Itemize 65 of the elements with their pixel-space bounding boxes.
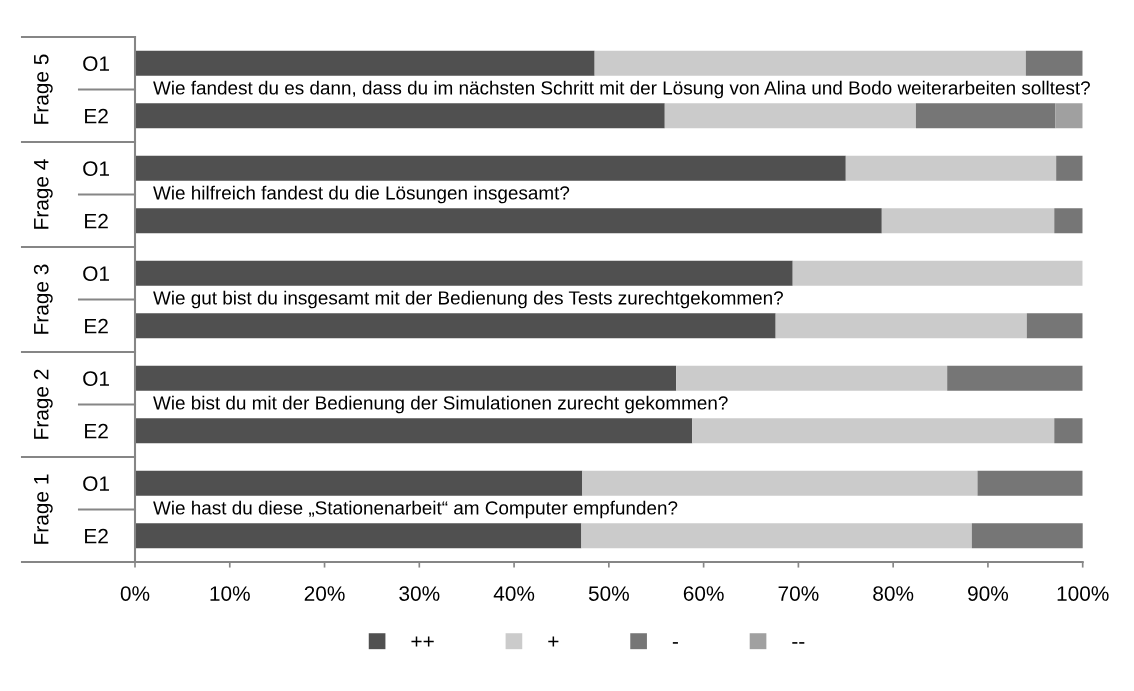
- legend-label: --: [792, 642, 805, 644]
- y-tick-label: E2: [85, 318, 108, 334]
- bar: [582, 470, 978, 496]
- x-tick-label: 40%: [493, 586, 535, 601]
- bar: [135, 523, 582, 549]
- x-tick-label: 60%: [683, 586, 724, 601]
- y-tick-label: E2: [85, 528, 108, 544]
- x-tick-label: 0%: [120, 586, 150, 601]
- bar: [1054, 418, 1083, 444]
- text: Frage 5: [34, 54, 53, 124]
- x-tick-label: 50%: [588, 586, 629, 601]
- y-tick-label: E2: [85, 423, 108, 439]
- bar: [135, 418, 693, 444]
- legend-label: +: [548, 636, 559, 647]
- annotation: Wie gut bist du insgesamt mit der Bedienung des Tests zurechtgekommen?: [153, 290, 783, 309]
- bar: [977, 470, 1083, 496]
- y-tick-label: E2: [85, 108, 108, 124]
- bar: [135, 155, 846, 181]
- bar: [1055, 103, 1083, 129]
- legend-label: -: [672, 642, 678, 644]
- bar: [947, 365, 1083, 391]
- x-tick-label: 70%: [778, 586, 819, 601]
- annotation: Wie hilfreich fandest du die Lösungen insgesamt?: [153, 185, 570, 204]
- y-tick-label: O1: [83, 161, 109, 176]
- annotation: Wie bist du mit der Bedienung der Simulationen zurecht gekommen?: [153, 395, 728, 414]
- text: Frage 1: [34, 474, 53, 544]
- bar: [845, 155, 1057, 181]
- bar: [1054, 208, 1083, 234]
- text: Frage 3: [33, 264, 53, 334]
- bar: [1056, 155, 1083, 181]
- x-tick-label: 90%: [968, 586, 1009, 601]
- bar: [692, 418, 1055, 444]
- y-tick-label: O1: [83, 371, 109, 386]
- bar: [581, 523, 972, 549]
- legend-label: ++: [411, 636, 434, 647]
- y-tick-label: O1: [83, 476, 109, 491]
- bar: [135, 208, 882, 234]
- bar: [135, 260, 793, 286]
- bar: [915, 103, 1056, 129]
- x-tick-label: 80%: [873, 586, 914, 601]
- bar: [135, 470, 583, 496]
- bar: [775, 313, 1027, 339]
- x-tick-label: 10%: [210, 586, 250, 601]
- x-tick-label: 20%: [304, 586, 345, 601]
- annotation: Wie fandest du es dann, dass du im nächsten Schritt mit der Lösung von Alina und Bodo weiterarbeiten solltest?: [153, 80, 1090, 99]
- bar: [881, 208, 1055, 234]
- bar: [792, 260, 1083, 286]
- text: Frage 4: [34, 159, 53, 229]
- bar: [676, 365, 948, 391]
- bar: [594, 50, 1026, 76]
- bar: [1025, 50, 1083, 76]
- y-tick-label: E2: [85, 213, 108, 229]
- bar: [135, 365, 677, 391]
- bar: [971, 523, 1083, 549]
- bar: [135, 313, 776, 339]
- y-tick-label: O1: [83, 56, 109, 71]
- annotation: Wie hast du diese „Stationenarbeit“ am Computer empfunden?: [153, 500, 678, 519]
- bar: [1026, 313, 1083, 339]
- bar: [135, 50, 595, 76]
- bar: [135, 103, 665, 129]
- x-tick-label: 30%: [399, 586, 440, 601]
- text: Frage 2: [33, 369, 53, 439]
- y-tick-label: O1: [83, 266, 109, 281]
- bar: [664, 103, 916, 129]
- x-tick-label: 100%: [1057, 586, 1109, 601]
